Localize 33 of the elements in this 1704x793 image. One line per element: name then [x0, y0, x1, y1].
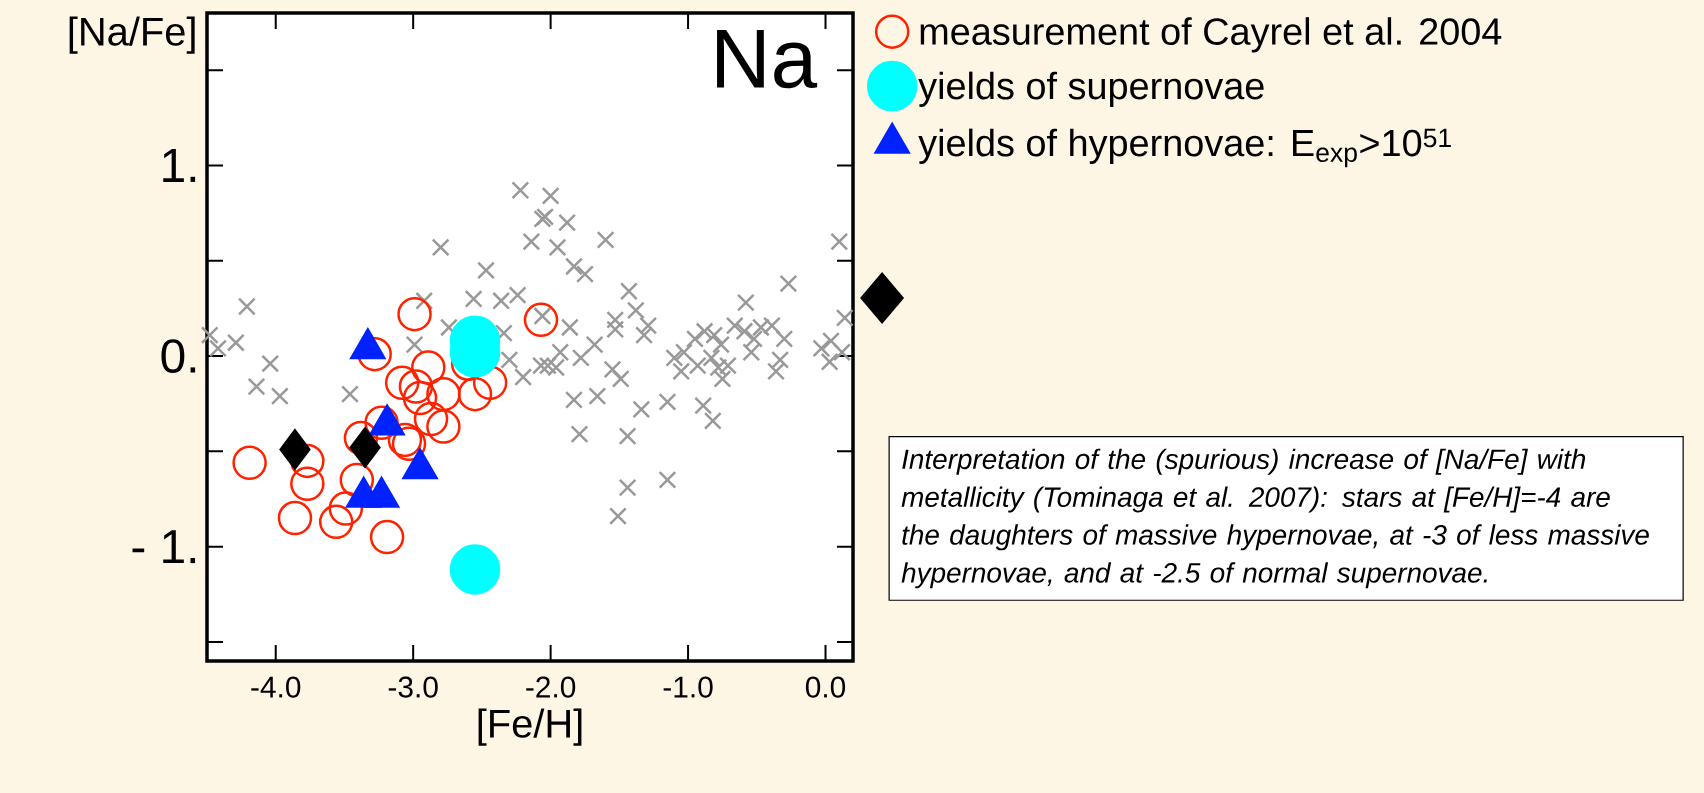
point — [349, 427, 381, 468]
point — [411, 350, 446, 385]
legend-label: yields of supernovae — [918, 71, 1264, 107]
point — [290, 466, 325, 501]
y-tick-label: 0. — [161, 339, 196, 373]
point — [397, 296, 432, 332]
point — [384, 365, 420, 400]
legend-label: measurement of Cayrel et al. 2004 — [920, 17, 1502, 53]
x-tick-label: -1.0 — [663, 676, 713, 698]
y-tick-label: - 1. — [132, 530, 196, 564]
point — [413, 401, 449, 437]
x-tick-label: -2.0 — [526, 676, 576, 698]
point — [449, 544, 501, 595]
point — [398, 369, 434, 404]
point — [457, 376, 493, 412]
x-tick-label: -3.0 — [388, 676, 438, 698]
x-tick-label: 0.0 — [805, 676, 846, 698]
point — [318, 504, 354, 540]
point — [279, 429, 311, 470]
point — [426, 409, 461, 444]
text: Interpretation of the (spurious) increase of [Na/Fe] with metallicity (Tominaga et al. 2007): stars at [Fe/H]=-4 are the daughters of massive hypernovae, at -3 of less massive hypernovae, and at -2.5 of normal supernovae. — [901, 448, 1649, 589]
y-tick-label: 1. — [163, 149, 196, 182]
y-axis-title: [Na/Fe] — [69, 16, 195, 54]
point — [277, 500, 313, 536]
legend-label: yields of hypernovae: E$_{exp}$>10$^{51}$ — [918, 128, 1451, 168]
x-axis-title: [Fe/H] — [478, 708, 582, 746]
x-tick-label: -4.0 — [251, 676, 301, 698]
chart-title: Na — [717, 29, 818, 89]
point — [402, 380, 438, 416]
point — [426, 376, 461, 412]
point — [232, 445, 267, 481]
point — [369, 519, 405, 555]
point — [523, 302, 559, 338]
